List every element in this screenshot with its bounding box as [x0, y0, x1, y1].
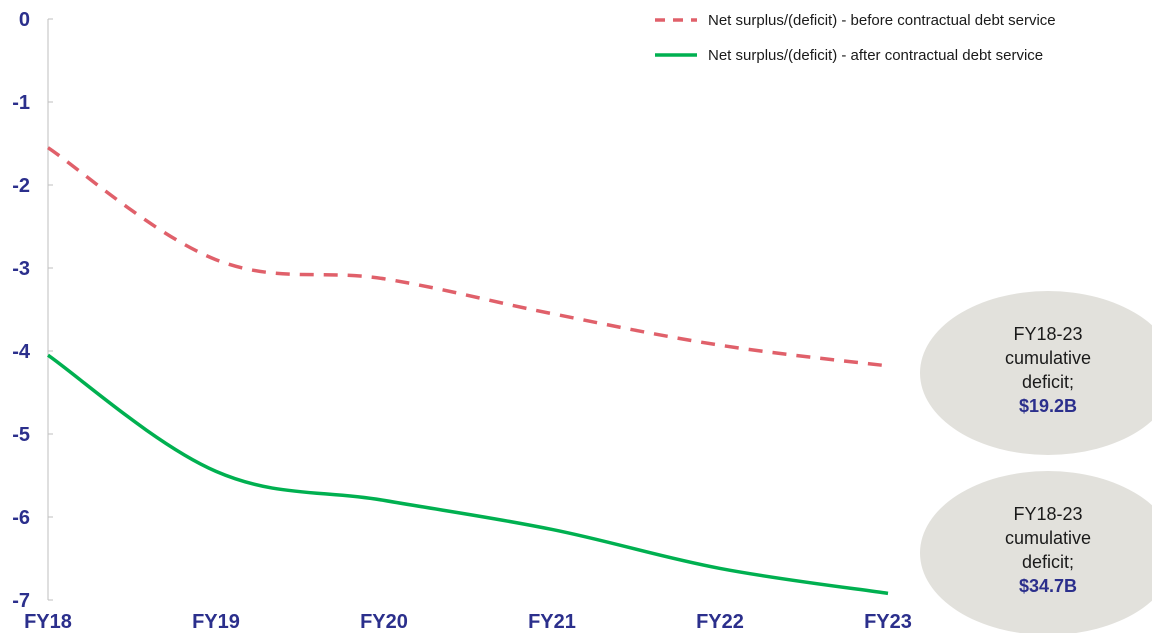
callout-text-line: FY18-23 [1013, 324, 1082, 344]
y-tick-label: -3 [12, 258, 30, 280]
y-tick-label: -2 [12, 175, 30, 197]
x-tick-label: FY22 [696, 611, 744, 633]
callout-value: $34.7B [1019, 576, 1077, 596]
callout-text-line: deficit; [1022, 552, 1074, 572]
callout-2: FY18-23 cumulative deficit; $34.7B [920, 471, 1152, 633]
x-tick-label: FY18 [24, 611, 72, 633]
legend: Net surplus/(deficit) - before contractu… [655, 12, 1056, 64]
legend-label-1: Net surplus/(deficit) - before contractu… [708, 12, 1056, 29]
y-tick-label: -5 [12, 424, 30, 446]
callout-text-line: FY18-23 [1013, 504, 1082, 524]
callouts: FY18-23 cumulative deficit; $19.2B FY18-23 cu… [920, 291, 1152, 633]
x-tick-label: FY23 [864, 611, 912, 633]
legend-label-2: Net surplus/(deficit) - after contractua… [708, 47, 1043, 64]
x-tick-label: FY19 [192, 611, 240, 633]
y-tick-label: 0 [19, 9, 30, 31]
x-tick-label: FY21 [528, 611, 576, 633]
callout-text-line: cumulative [1005, 528, 1091, 548]
series-line-1 [47, 146, 889, 368]
y-tick-label: -7 [12, 590, 30, 612]
x-tick-label: FY20 [360, 611, 408, 633]
y-tick-label: -6 [12, 507, 30, 529]
callout-1: FY18-23 cumulative deficit; $19.2B [920, 291, 1152, 455]
series-line-2 [47, 353, 889, 596]
callout-ellipse [920, 291, 1152, 455]
callout-text-line: deficit; [1022, 372, 1074, 392]
y-tick-label: -1 [12, 92, 30, 114]
callout-ellipse [920, 471, 1152, 633]
series-layer [47, 146, 889, 596]
callout-value: $19.2B [1019, 396, 1077, 416]
callout-text-line: cumulative [1005, 348, 1091, 368]
y-tick-label: -4 [12, 341, 31, 363]
